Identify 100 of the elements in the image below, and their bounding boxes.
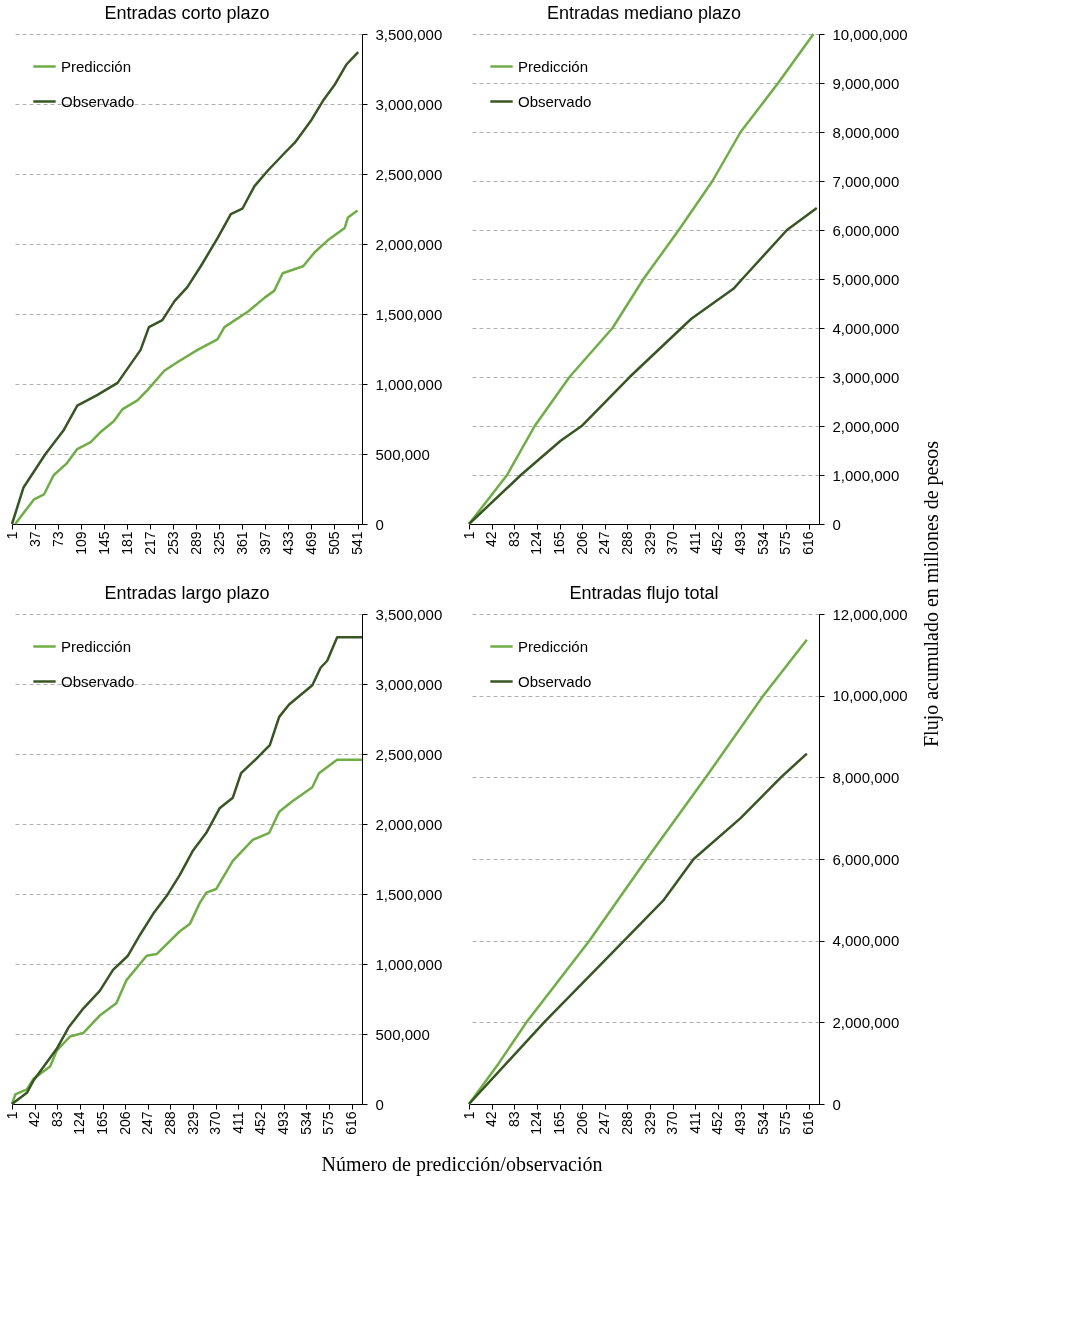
x-tick-label: 124 <box>528 531 545 555</box>
x-tick-label: 505 <box>325 531 342 555</box>
x-tick-label: 217 <box>141 531 158 555</box>
x-tick-label: 109 <box>72 531 89 555</box>
x-tick-label: 206 <box>573 531 590 555</box>
y-tick-label: 0 <box>832 515 841 533</box>
x-tick-label: 534 <box>754 1111 771 1135</box>
x-tick-label: 361 <box>233 531 250 555</box>
x-tick-label: 73 <box>49 531 66 548</box>
x-tick-label: 411 <box>686 1111 703 1134</box>
y-tick-label: 9,000,000 <box>832 74 900 92</box>
x-tick-label: 370 <box>664 531 681 555</box>
y-tick-label: 1,500,000 <box>375 885 443 903</box>
x-tick-label: 493 <box>732 1111 749 1135</box>
line-series <box>467 32 815 526</box>
legend-label: Observado <box>61 92 135 110</box>
chart-title: Entradas mediano plazo <box>546 3 742 23</box>
x-tick-label: 575 <box>777 531 794 555</box>
x-tick-label: 411 <box>229 1111 246 1134</box>
x-tick-label: 83 <box>505 1111 522 1128</box>
x-tick-label: 452 <box>709 531 726 555</box>
y-tick-label: 8,000,000 <box>832 123 900 141</box>
x-tick-label: 493 <box>275 1111 292 1135</box>
x-tick-label: 469 <box>302 531 319 555</box>
x-tick-label: 247 <box>596 531 613 555</box>
y-tick-label: 8,000,000 <box>832 768 900 786</box>
x-tick-label: 206 <box>573 1111 590 1135</box>
y-tick-label: 2,000,000 <box>832 1013 900 1031</box>
y-tick-label: 1,000,000 <box>375 375 443 393</box>
x-tick-label: 83 <box>505 531 522 548</box>
y-tick-label: 1,500,000 <box>375 305 443 323</box>
x-tick-label: 616 <box>800 1111 817 1135</box>
x-tick-label: 247 <box>596 1111 613 1135</box>
legend-label: Predicción <box>61 637 132 655</box>
line-series <box>13 209 359 526</box>
x-tick-label: 452 <box>709 1111 726 1135</box>
y-tick-label: 7,000,000 <box>832 172 900 190</box>
chart-title: Entradas corto plazo <box>104 3 270 23</box>
x-tick-label: 247 <box>139 1111 156 1135</box>
y-tick-label: 12,000,000 <box>832 605 908 623</box>
x-tick-label: 253 <box>164 531 181 555</box>
chart-title: Entradas largo plazo <box>104 583 270 603</box>
y-tick-label: 4,000,000 <box>832 932 900 950</box>
x-tick-label: 1 <box>3 1111 20 1120</box>
line-series <box>467 752 809 1106</box>
x-tick-label: 165 <box>551 1111 568 1135</box>
y-tick-label: 6,000,000 <box>832 221 900 239</box>
y-tick-label: 2,000,000 <box>375 815 443 833</box>
x-tick-label: 42 <box>26 1111 43 1128</box>
y-tick-label: 500,000 <box>375 1025 430 1043</box>
x-tick-label: 288 <box>161 1111 178 1135</box>
x-tick-label: 124 <box>528 1111 545 1135</box>
x-tick-label: 370 <box>664 1111 681 1135</box>
y-tick-label: 3,000,000 <box>375 95 443 113</box>
x-tick-label: 534 <box>754 531 771 555</box>
text: Número de predicción/observación <box>321 1153 603 1176</box>
x-tick-label: 181 <box>118 531 135 555</box>
y-tick-label: 3,500,000 <box>375 605 443 623</box>
x-tick-label: 329 <box>184 1111 201 1135</box>
x-tick-label: 616 <box>343 1111 360 1135</box>
x-tick-label: 452 <box>252 1111 269 1135</box>
x-tick-label: 411 <box>686 531 703 554</box>
x-tick-label: 42 <box>483 1111 500 1128</box>
chart-title: Entradas flujo total <box>569 583 719 603</box>
x-tick-label: 329 <box>641 1111 658 1135</box>
legend-label: Predicción <box>61 57 132 75</box>
x-tick-label: 165 <box>551 531 568 555</box>
text: Flujo acumulado en millones de pesos <box>920 440 943 748</box>
x-tick-label: 370 <box>207 1111 224 1135</box>
x-tick-label: 145 <box>95 531 112 555</box>
legend-label: Observado <box>518 92 592 110</box>
y-tick-label: 0 <box>832 1095 841 1113</box>
x-tick-label: 397 <box>256 531 273 555</box>
y-tick-label: 2,500,000 <box>375 745 443 763</box>
y-tick-label: 3,500,000 <box>375 25 443 43</box>
y-tick-label: 0 <box>375 1095 384 1113</box>
y-tick-label: 3,000,000 <box>375 675 443 693</box>
x-tick-label: 288 <box>618 531 635 555</box>
legend-label: Observado <box>61 672 135 690</box>
x-tick-label: 329 <box>641 531 658 555</box>
x-tick-label: 1 <box>460 1111 477 1120</box>
y-tick-label: 0 <box>375 515 384 533</box>
x-tick-label: 433 <box>279 531 296 555</box>
x-tick-label: 616 <box>800 531 817 555</box>
y-tick-label: 1,000,000 <box>375 955 443 973</box>
x-tick-label: 1 <box>460 531 477 540</box>
y-tick-label: 1,000,000 <box>832 466 900 484</box>
x-tick-label: 124 <box>71 1111 88 1135</box>
x-tick-label: 575 <box>777 1111 794 1135</box>
x-tick-label: 37 <box>26 531 43 548</box>
y-tick-label: 500,000 <box>375 445 430 463</box>
y-tick-label: 5,000,000 <box>832 270 900 288</box>
legend-label: Observado <box>518 672 592 690</box>
x-tick-label: 575 <box>320 1111 337 1135</box>
x-tick-label: 289 <box>187 531 204 555</box>
x-tick-label: 42 <box>483 531 500 548</box>
x-tick-label: 1 <box>3 531 20 540</box>
y-tick-label: 6,000,000 <box>832 850 900 868</box>
x-tick-label: 83 <box>48 1111 65 1128</box>
x-tick-label: 165 <box>94 1111 111 1135</box>
